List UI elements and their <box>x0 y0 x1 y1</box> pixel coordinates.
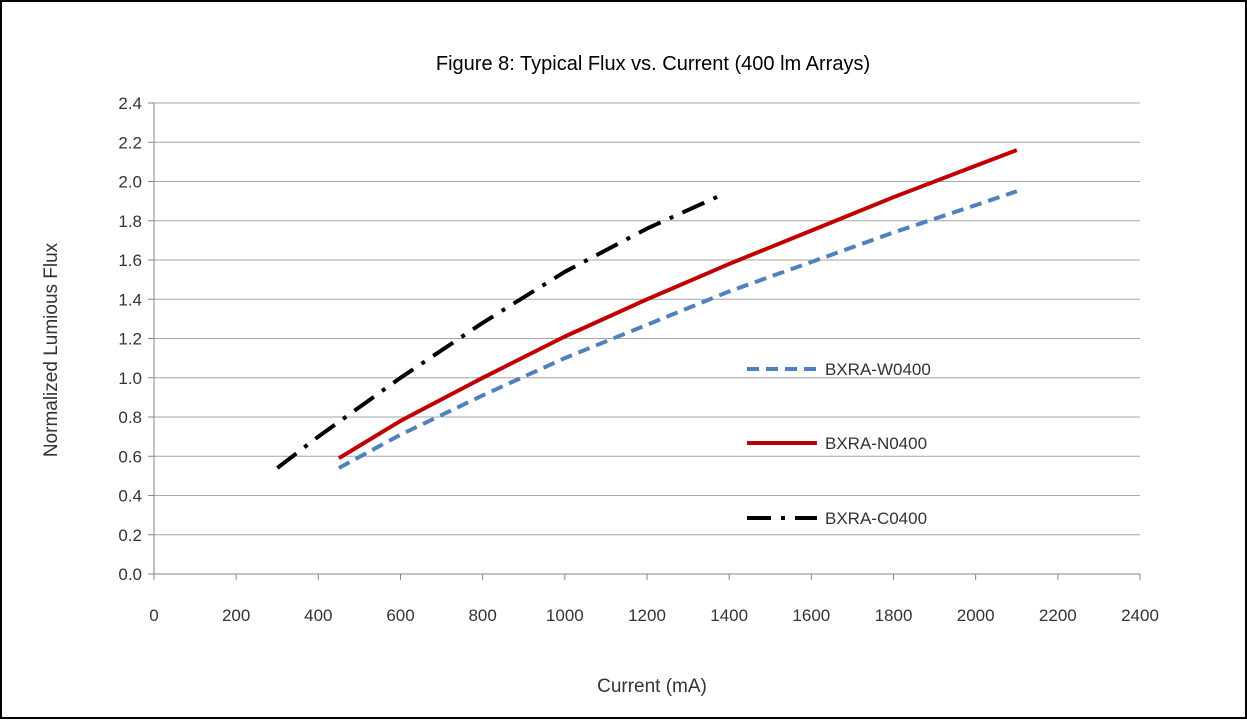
y-tick-label: 1.6 <box>118 251 142 270</box>
legend: BXRA-W0400 BXRA-N0400 BXRA-C0400 <box>747 360 931 528</box>
y-tick-label: 2.0 <box>118 173 142 192</box>
series-lines <box>276 148 1018 470</box>
y-tick-label: 0.4 <box>118 487 142 506</box>
y-tick-label: 1.4 <box>118 290 142 309</box>
series-line-bxra-n0400 <box>337 148 1018 460</box>
y-tick-label: 1.8 <box>118 212 142 231</box>
legend-label: BXRA-C0400 <box>825 509 927 528</box>
x-tick-label: 1400 <box>710 606 748 625</box>
x-tick-label: 200 <box>222 606 250 625</box>
y-tick-label: 1.0 <box>118 369 142 388</box>
legend-label: BXRA-W0400 <box>825 360 931 379</box>
x-tick-label: 1000 <box>546 606 584 625</box>
x-tick-label: 1600 <box>792 606 830 625</box>
y-tick-label: 0.2 <box>118 526 142 545</box>
x-tick-label: 0 <box>149 606 158 625</box>
gridlines <box>154 102 1140 536</box>
legend-label: BXRA-N0400 <box>825 434 927 453</box>
x-axis-title: Current (mA) <box>597 676 707 697</box>
x-tick-label: 1800 <box>875 606 913 625</box>
axes: 0.0 0.2 0.4 0.6 0.8 1.0 1.2 1.4 1.6 1.8 2.0 2.2 2.4 0… <box>118 94 1159 625</box>
x-tick-label: 1200 <box>628 606 666 625</box>
x-tick-label: 600 <box>386 606 414 625</box>
y-tick-label: 0.6 <box>118 447 142 466</box>
x-tick-label: 2200 <box>1039 606 1077 625</box>
y-tick-label: 2.2 <box>118 133 142 152</box>
series-line-bxra-w0400 <box>337 189 1018 470</box>
y-tick-label: 1.2 <box>118 330 142 349</box>
chart-title: Figure 8: Typical Flux vs. Current (400 … <box>436 53 870 75</box>
x-tick-label: 2400 <box>1121 606 1159 625</box>
y-tick-label: 0.0 <box>118 565 142 584</box>
x-tick-label: 2000 <box>957 606 995 625</box>
y-tick-label: 2.4 <box>118 94 142 113</box>
x-tick-label: 800 <box>468 606 496 625</box>
y-axis-title: Normalized Lumious Flux <box>41 242 62 457</box>
x-tick-label: 400 <box>304 606 332 625</box>
y-tick-label: 0.8 <box>118 408 142 427</box>
series-line-bxra-c0400 <box>276 193 722 470</box>
